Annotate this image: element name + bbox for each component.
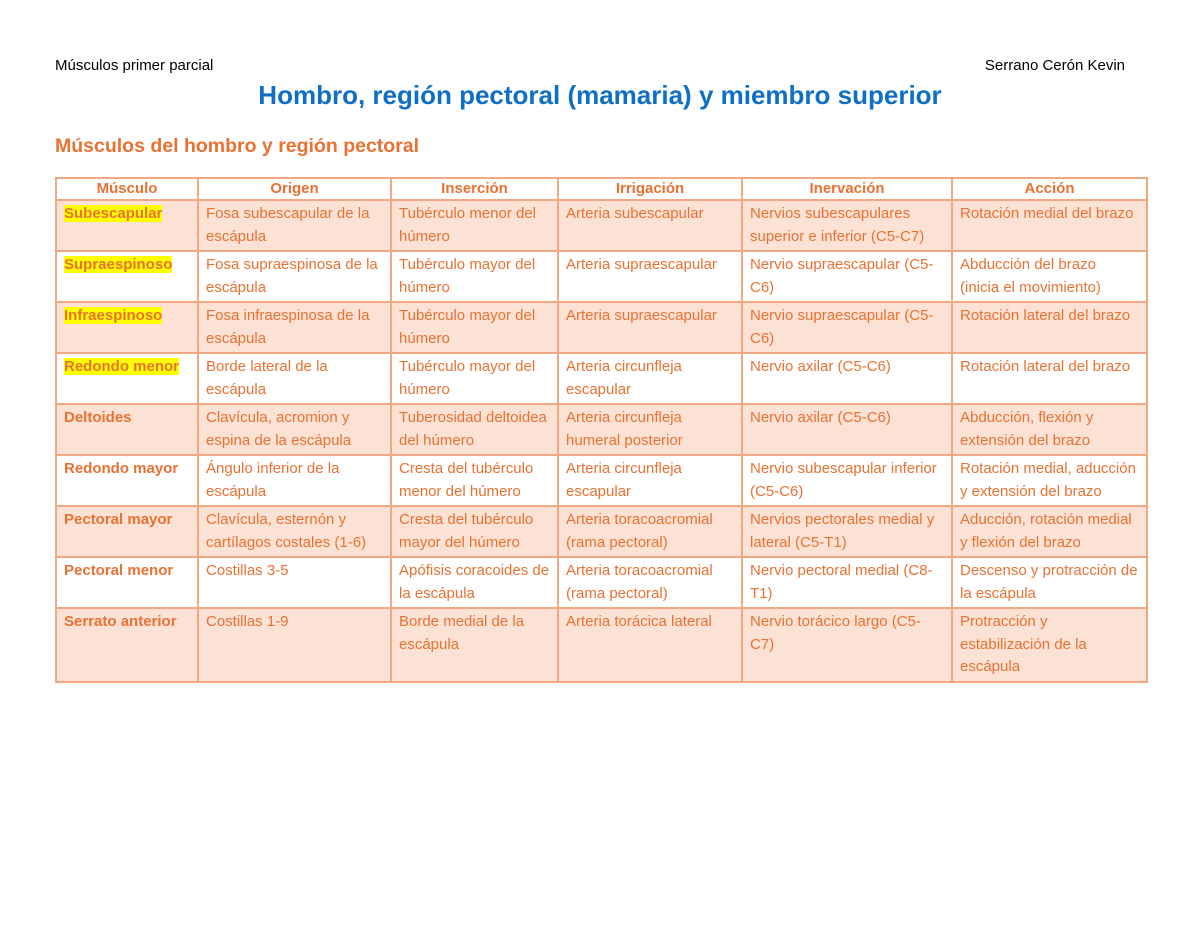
cell-irrigacion: Arteria supraescapular [557,301,743,354]
cell-insercion: Borde medial de la escápula [390,607,559,683]
cell-accion: Aducción, rotación medial y flexión del … [951,505,1148,558]
muscle-name: Supraespinoso [64,256,173,273]
cell-inervacion: Nervio torácico largo (C5-C7) [741,607,953,683]
table-row: Redondo menor Borde lateral de la escápul… [55,352,1148,405]
cell-origen: Ángulo inferior de la escápula [197,454,392,507]
cell-accion: Rotación medial, aducción y extensión de… [951,454,1148,507]
cell-musculo: Pectoral mayor [55,505,199,558]
cell-insercion: Tubérculo mayor del húmero [390,352,559,405]
header-author-name: Serrano Cerón Kevin [984,57,1125,74]
table-header-row: Músculo Origen Inserción Irrigación Iner… [55,177,1148,201]
cell-inervacion: Nervio subescapular inferior (C5-C6) [741,454,953,507]
cell-insercion: Tuberosidad deltoidea del húmero [390,403,559,456]
cell-musculo: Redondo menor [55,352,199,405]
cell-inervacion: Nervio supraescapular (C5-C6) [741,250,953,303]
cell-origen: Fosa infraespinosa de la escápula [197,301,392,354]
cell-insercion: Tubérculo mayor del húmero [390,250,559,303]
muscle-name: Redondo mayor [64,460,179,477]
cell-accion: Rotación lateral del brazo [951,301,1148,354]
table-row: Infraespinoso Fosa infraespinosa de la es… [55,301,1148,354]
cell-musculo: Pectoral menor [55,556,199,609]
header-course-label: Músculos primer parcial [55,57,214,74]
cell-irrigacion: Arteria toracoacromial (rama pectoral) [557,556,743,609]
muscle-name: Infraespinoso [64,307,163,324]
cell-origen: Fosa subescapular de la escápula [197,199,392,252]
cell-irrigacion: Arteria circunfleja humeral posterior [557,403,743,456]
table-row: Redondo mayor Ángulo inferior de la escáp… [55,454,1148,507]
muscle-name: Redondo menor [64,358,179,375]
column-header-musculo: Músculo [55,177,199,201]
cell-inervacion: Nervio supraescapular (C5-C6) [741,301,953,354]
cell-origen: Fosa supraespinosa de la escápula [197,250,392,303]
cell-accion: Abducción del brazo (inicia el movimient… [951,250,1148,303]
table-row: Pectoral mayor Clavícula, esternón y cart… [55,505,1148,558]
cell-inervacion: Nervio axilar (C5-C6) [741,352,953,405]
cell-origen: Clavícula, acromion y espina de la escáp… [197,403,392,456]
table-body: Subescapular Fosa subescapular de la escá… [55,199,1148,683]
cell-insercion: Tubérculo menor del húmero [390,199,559,252]
cell-inervacion: Nervio axilar (C5-C6) [741,403,953,456]
column-header-insercion: Inserción [390,177,559,201]
cell-musculo: Supraespinoso [55,250,199,303]
cell-irrigacion: Arteria supraescapular [557,250,743,303]
muscle-name: Deltoides [64,409,132,426]
cell-insercion: Cresta del tubérculo menor del húmero [390,454,559,507]
cell-insercion: Apófisis coracoides de la escápula [390,556,559,609]
cell-insercion: Tubérculo mayor del húmero [390,301,559,354]
cell-musculo: Serrato anterior [55,607,199,683]
table-row: Pectoral menor Costillas 3-5 Apófisis cora… [55,556,1148,609]
muscle-name: Pectoral menor [64,562,174,579]
cell-irrigacion: Arteria torácica lateral [557,607,743,683]
cell-musculo: Redondo mayor [55,454,199,507]
cell-musculo: Subescapular [55,199,199,252]
column-header-irrigacion: Irrigación [557,177,743,201]
cell-accion: Descenso y protracción de la escápula [951,556,1148,609]
muscle-name: Pectoral mayor [64,511,173,528]
cell-origen: Clavícula, esternón y cartílagos costale… [197,505,392,558]
cell-irrigacion: Arteria toracoacromial (rama pectoral) [557,505,743,558]
cell-origen: Borde lateral de la escápula [197,352,392,405]
cell-inervacion: Nervio pectoral medial (C8-T1) [741,556,953,609]
table-row: Deltoides Clavícula, acromion y espina de… [55,403,1148,456]
cell-irrigacion: Arteria circunfleja escapular [557,454,743,507]
cell-irrigacion: Arteria circunfleja escapular [557,352,743,405]
cell-inervacion: Nervios subescapulares superior e inferi… [741,199,953,252]
cell-accion: Protracción y estabilización de la escáp… [951,607,1148,683]
column-header-origen: Origen [197,177,392,201]
cell-insercion: Cresta del tubérculo mayor del húmero [390,505,559,558]
muscle-name: Serrato anterior [64,613,177,630]
table-row: Subescapular Fosa subescapular de la escá… [55,199,1148,252]
cell-inervacion: Nervios pectorales medial y lateral (C5-… [741,505,953,558]
table-row: Supraespinoso Fosa supraespinosa de la es… [55,250,1148,303]
cell-musculo: Infraespinoso [55,301,199,354]
cell-accion: Rotación medial del brazo [951,199,1148,252]
muscle-name: Subescapular [64,205,163,222]
cell-origen: Costillas 1-9 [197,607,392,683]
cell-musculo: Deltoides [55,403,199,456]
cell-origen: Costillas 3-5 [197,556,392,609]
column-header-inervacion: Inervación [741,177,953,201]
table-row: Serrato anterior Costillas 1-9 Borde media… [55,607,1148,683]
section-title: Músculos del hombro y región pectoral [55,135,420,157]
page-title: Hombro, región pectoral (mamaria) y miem… [258,80,942,110]
cell-accion: Rotación lateral del brazo [951,352,1148,405]
cell-irrigacion: Arteria subescapular [557,199,743,252]
column-header-accion: Acción [951,177,1148,201]
muscles-table: Músculo Origen Inserción Irrigación Iner… [55,177,1148,683]
cell-accion: Abducción, flexión y extensión del brazo [951,403,1148,456]
